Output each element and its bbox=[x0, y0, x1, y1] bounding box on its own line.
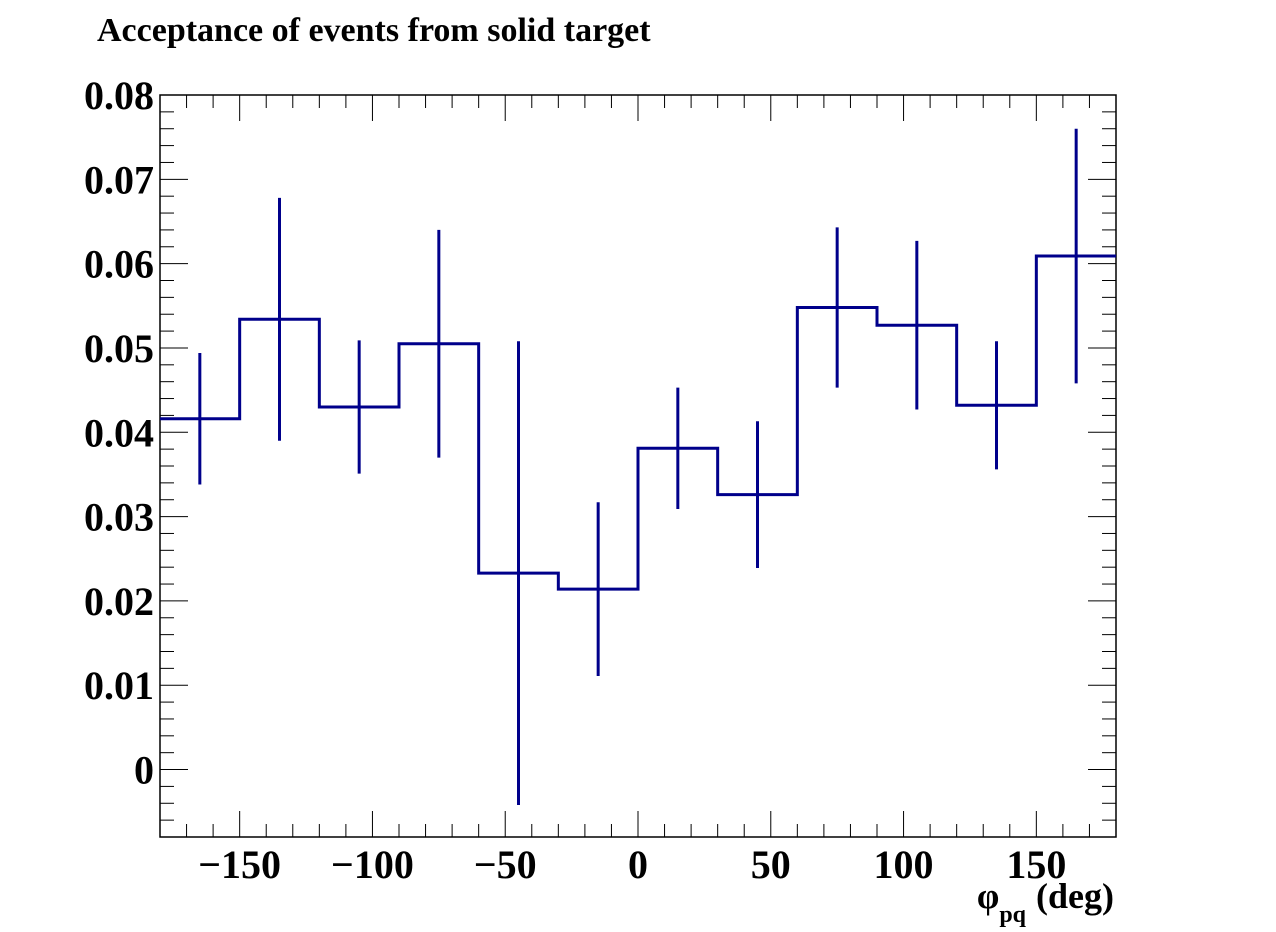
y-tick-label: 0.08 bbox=[84, 73, 154, 118]
tick-labels: −150 −100 −50 0 50 100 150 0 0.01 0.02 0.03 0.04 0.0… bbox=[84, 73, 1066, 887]
chart-title: Acceptance of events from solid target bbox=[97, 12, 651, 49]
x-tick-label: 0 bbox=[628, 842, 648, 887]
y-tick-label: 0 bbox=[134, 748, 154, 793]
x-tick-label: −150 bbox=[198, 842, 281, 887]
x-tick-label: 150 bbox=[1006, 842, 1066, 887]
y-tick-label: 0.02 bbox=[84, 579, 154, 624]
x-tick-label: 50 bbox=[751, 842, 791, 887]
y-tick-label: 0.05 bbox=[84, 326, 154, 371]
y-tick-label: 0.03 bbox=[84, 495, 154, 540]
x-axis-label: φpq (deg) bbox=[977, 876, 1114, 928]
x-axis-unit: (deg) bbox=[1036, 876, 1114, 916]
x-tick-label: −100 bbox=[331, 842, 414, 887]
x-tick-label: −50 bbox=[474, 842, 537, 887]
y-tick-label: 0.04 bbox=[84, 410, 154, 455]
x-axis-symbol: φ bbox=[977, 876, 999, 916]
x-axis-subscript: pq bbox=[999, 902, 1026, 928]
y-tick-label: 0.06 bbox=[84, 242, 154, 287]
y-tick-label: 0.01 bbox=[84, 663, 154, 708]
y-tick-label: 0.07 bbox=[84, 157, 154, 202]
histogram-marks bbox=[160, 128, 1116, 805]
axis-ticks bbox=[159, 94, 1117, 838]
x-tick-label: 100 bbox=[874, 842, 934, 887]
histogram-line bbox=[160, 254, 1116, 591]
